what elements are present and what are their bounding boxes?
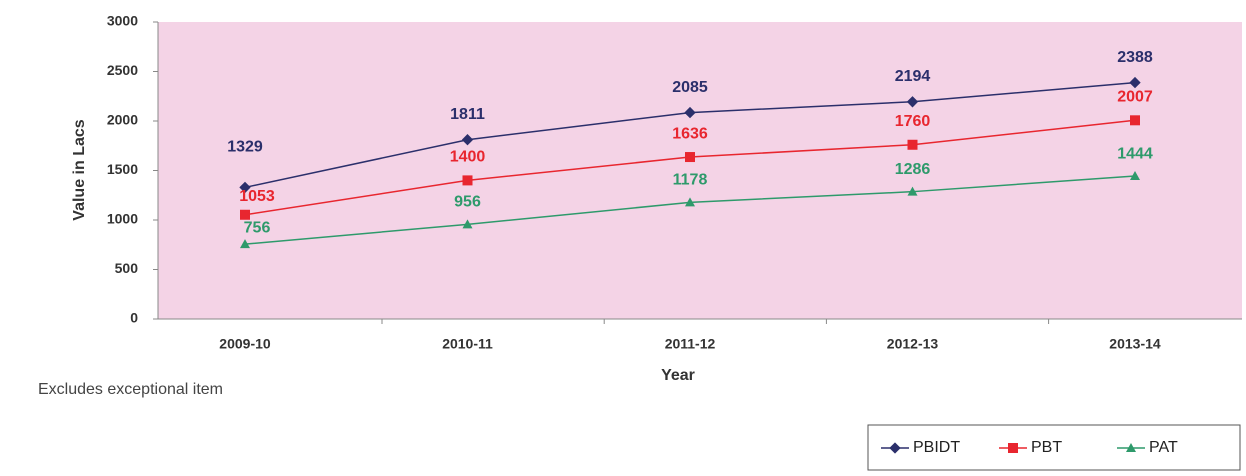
x-axis-label: Year [661,367,695,384]
legend-marker [1126,443,1136,452]
point [240,239,250,249]
y-tick-label: 1500 [107,161,138,177]
data-label: 956 [454,194,481,211]
x-tick-label: 2012-13 [887,336,939,352]
y-tick-label: 500 [115,260,139,276]
y-tick-label: 0 [130,310,138,326]
point [1130,115,1140,126]
x-tick-label: 2011-12 [665,336,716,352]
data-label: 1811 [450,106,485,123]
data-label: 2194 [895,68,931,85]
point [240,209,250,220]
point [239,181,251,194]
point [462,219,473,229]
point [685,197,695,207]
data-label: 756 [244,219,271,236]
data-label: 1444 [1117,145,1153,162]
y-tick-label: 3000 [107,13,138,29]
data-label: 1178 [673,172,708,189]
point [907,139,918,150]
legend-label: PBT [1031,439,1062,456]
legend-label: PAT [1149,439,1178,456]
data-label: 1286 [895,161,931,178]
point [462,175,473,186]
data-label: 2388 [1117,49,1153,66]
y-tick-label: 1000 [107,211,138,227]
plot-area [158,22,1242,319]
y-tick-label: 2000 [107,112,138,128]
legend-marker [889,442,901,454]
data-label: 2085 [672,79,708,96]
legend-label: PBIDT [913,439,960,456]
data-label: 1400 [450,149,486,166]
point [1129,76,1141,89]
legend-marker [1008,443,1018,453]
data-label: 1760 [895,113,931,130]
point [685,152,695,163]
y-axis-label: Value in Lacs [71,119,88,220]
x-tick-label: 2010-11 [442,336,493,352]
data-label: 1053 [239,188,275,205]
data-label: 1636 [672,125,708,142]
legend-box [867,424,1241,471]
x-tick-label: 2013-14 [1109,336,1161,352]
point [1130,171,1140,181]
data-label: 1329 [227,139,263,156]
point [907,186,918,196]
y-tick-label: 2500 [107,62,138,78]
point [461,134,474,146]
footnote: Excludes exceptional item [38,381,223,398]
data-label: 2007 [1117,89,1153,106]
x-tick-label: 2009-10 [219,336,271,352]
